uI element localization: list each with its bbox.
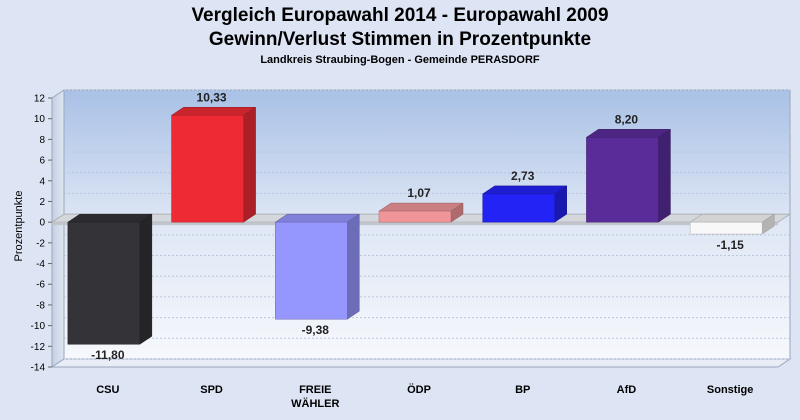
category-label: BP [515, 384, 530, 396]
y-tick-label: -4 [36, 259, 45, 270]
bar: 10,33 [170, 90, 257, 223]
bar-top [585, 129, 672, 138]
bar: -1,15 [689, 213, 775, 252]
y-tick-label: 10 [34, 114, 46, 125]
y-tick-label: -12 [31, 342, 46, 353]
bar: -9,38 [274, 213, 361, 337]
bar-front [689, 221, 763, 235]
category-label: AfD [617, 384, 637, 396]
bar-front [67, 221, 141, 345]
bar-side [347, 213, 360, 320]
data-label: -9,38 [302, 323, 330, 337]
zero-plane-edge [52, 222, 778, 226]
y-axis-label: Prozentpunkte [13, 191, 25, 262]
bar-front [171, 115, 244, 223]
data-label: 1,07 [407, 186, 431, 200]
bar-top [274, 213, 361, 223]
bar: 8,20 [585, 112, 672, 223]
bar-front [378, 210, 452, 223]
y-tick-label: 2 [39, 197, 45, 208]
bars: -11,80 10,33 -9,38 1,07 2,73 8,20 -1,15 [67, 90, 775, 362]
category-label: CSU [96, 384, 119, 396]
y-tick-label: -2 [36, 238, 45, 249]
y-tick-label: -6 [36, 280, 45, 291]
data-label: -1,15 [716, 238, 744, 252]
data-label: -11,80 [91, 348, 125, 362]
y-tick-label: -14 [31, 363, 46, 374]
category-label: SPD [200, 384, 223, 396]
y-axis-ticks: -14 -12 -10 -8 -6 -4 -2 0 2 4 6 8 10 12 [31, 94, 52, 374]
chart-title-line-2: Gewinn/Verlust Stimmen in Prozentpunkte [208, 29, 592, 50]
bar-top [481, 185, 568, 195]
bar-side [658, 128, 671, 223]
bar-side [243, 106, 256, 223]
bar-side [139, 213, 153, 345]
chart-title-line-1: Vergleich Europawahl 2014 - Europawahl 2… [191, 5, 609, 26]
category-label: Sonstige [707, 384, 753, 396]
y-tick-label: 6 [39, 156, 45, 167]
bar: 1,07 [378, 186, 464, 223]
data-label: 2,73 [511, 169, 535, 183]
bar-front [482, 193, 555, 223]
bar-top [378, 202, 464, 212]
category-label: ÖDP [407, 383, 431, 396]
chart-subtitle: Landkreis Straubing-Bogen - Gemeinde PER… [260, 54, 540, 66]
category-label: FREIE [299, 384, 331, 396]
bar-top [170, 107, 257, 116]
y-tick-label: 8 [39, 135, 45, 146]
chart-title: Vergleich Europawahl 2014 - Europawahl 2… [0, 4, 800, 52]
data-label: 8,20 [615, 112, 639, 126]
bar-top [689, 213, 775, 223]
bar-front [586, 137, 659, 223]
y-tick-label: -8 [36, 300, 45, 311]
data-label: 10,33 [197, 90, 227, 104]
y-tick-label: 0 [39, 218, 45, 229]
category-label: WÄHLER [291, 397, 339, 410]
bar-top [67, 213, 153, 223]
bar: -11,80 [67, 213, 153, 362]
bar-front [275, 221, 348, 320]
bar: 2,73 [481, 169, 568, 223]
y-tick-label: -10 [31, 321, 46, 332]
y-tick-label: 4 [39, 176, 45, 187]
y-tick-label: 12 [34, 94, 46, 105]
